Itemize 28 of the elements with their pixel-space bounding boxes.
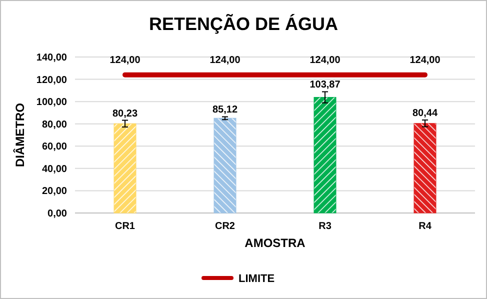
chart-title: RETENÇÃO DE ÁGUA — [148, 13, 338, 34]
data-label: 85,12 — [212, 104, 238, 116]
y-tick-label: 40,00 — [42, 164, 68, 175]
y-tick-label: 100,00 — [36, 97, 68, 108]
legend-label: LIMITE — [238, 272, 275, 285]
x-axis-title: AMOSTRA — [244, 236, 306, 250]
x-tick-label: R4 — [418, 221, 432, 232]
data-label: 103,87 — [310, 80, 341, 91]
data-label: 80,23 — [112, 108, 138, 120]
bar — [214, 118, 236, 214]
y-tick-label: 60,00 — [42, 142, 68, 153]
y-tick-label: 120,00 — [36, 74, 68, 86]
y-tick-label: 140,00 — [36, 52, 68, 64]
x-tick-label: CR2 — [214, 221, 236, 232]
bar — [414, 123, 436, 214]
x-tick-label: R3 — [318, 221, 332, 232]
data-label: 124,00 — [110, 54, 141, 66]
x-tick-label: CR1 — [114, 221, 136, 232]
data-label: 124,00 — [310, 54, 341, 66]
data-label: 124,00 — [210, 54, 241, 66]
y-axis-title: DIÂMETRO — [13, 103, 27, 167]
bar — [314, 97, 336, 214]
y-tick-label: 80,00 — [42, 119, 68, 130]
y-tick-label: 20,00 — [42, 186, 68, 198]
data-label: 124,00 — [410, 54, 441, 66]
y-tick-label: 0,00 — [48, 208, 68, 220]
bar — [114, 123, 136, 214]
data-label: 80,44 — [412, 108, 438, 120]
